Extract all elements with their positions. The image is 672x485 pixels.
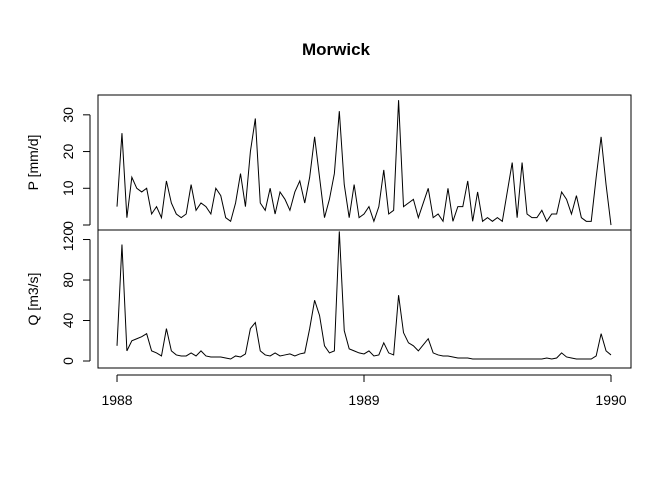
x-tick-label: 1990 xyxy=(595,392,626,408)
plot-frame xyxy=(97,229,632,369)
x-tick-label: 1988 xyxy=(101,392,132,408)
y-tick-label: 0 xyxy=(60,221,76,229)
y-axis-label: P [mm/d] xyxy=(25,135,41,191)
y-tick-label: 80 xyxy=(60,272,76,288)
chart-title: Morwick xyxy=(302,40,371,59)
y-tick-label: 120 xyxy=(60,228,76,252)
y-tick-label: 20 xyxy=(60,144,76,160)
y-axis-label: Q [m3/s] xyxy=(25,273,41,326)
y-tick-label: 0 xyxy=(60,357,76,365)
x-tick-label: 1989 xyxy=(348,392,379,408)
series-line xyxy=(116,231,612,360)
series-line xyxy=(116,100,612,226)
y-tick-label: 10 xyxy=(60,180,76,196)
y-tick-label: 40 xyxy=(60,313,76,329)
y-tick-label: 30 xyxy=(60,107,76,123)
